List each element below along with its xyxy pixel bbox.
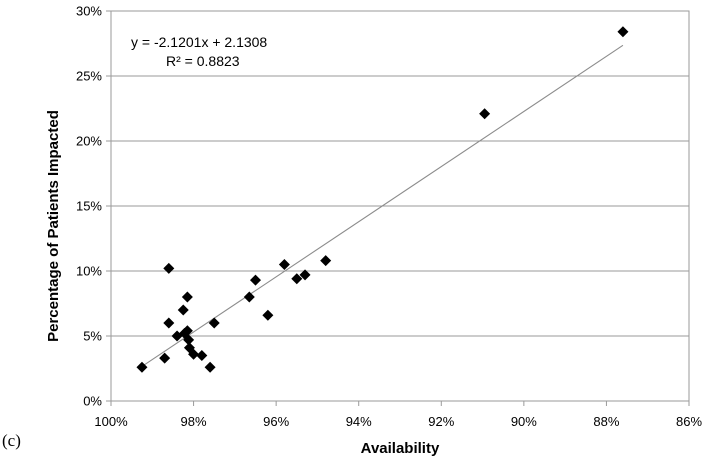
panel-label: (c) xyxy=(2,431,21,450)
grid-lines xyxy=(111,75,689,337)
data-point xyxy=(262,309,274,321)
data-point xyxy=(479,108,491,120)
data-point xyxy=(617,26,629,38)
data-point xyxy=(320,255,332,267)
y-tick-label: 10% xyxy=(76,264,102,279)
data-points xyxy=(136,26,629,373)
x-tick-label: 98% xyxy=(181,414,207,429)
data-point xyxy=(243,291,255,303)
trendline-group xyxy=(143,44,624,366)
data-point xyxy=(177,304,189,316)
data-point xyxy=(278,259,290,270)
data-point xyxy=(188,348,200,360)
x-tick-label: 92% xyxy=(428,414,454,429)
y-axis-title: Percentage of Patients Impacted xyxy=(45,110,62,342)
data-point xyxy=(136,361,148,373)
data-point xyxy=(250,274,261,286)
x-axis: 100% 98% 96% 94% 92% 90% 88% 86% xyxy=(94,401,702,429)
x-axis-title: Availability xyxy=(361,440,440,457)
data-point xyxy=(204,361,216,373)
y-tick-label: 5% xyxy=(83,329,102,344)
y-tick-label: 0% xyxy=(83,394,102,409)
y-tick-label: 20% xyxy=(76,134,102,149)
y-tick-label: 15% xyxy=(76,199,102,214)
x-tick-label: 88% xyxy=(593,414,619,429)
x-tick-label: 96% xyxy=(263,414,289,429)
data-point xyxy=(181,291,193,303)
x-tick-label: 100% xyxy=(94,414,128,429)
data-point xyxy=(181,325,193,337)
data-point xyxy=(159,352,171,364)
y-tick-label: 30% xyxy=(76,4,102,19)
x-tick-label: 90% xyxy=(511,414,537,429)
y-tick-label: 25% xyxy=(76,69,102,84)
trendline xyxy=(143,44,624,366)
data-point xyxy=(196,350,208,361)
y-axis: 0% 5% 10% 15% 20% 25% 30% xyxy=(76,4,111,409)
equation-annotation: y = -2.1201x + 2.1308 xyxy=(131,34,267,50)
r-squared-annotation: R² = 0.8823 xyxy=(166,53,240,69)
x-tick-label: 94% xyxy=(346,414,372,429)
data-point xyxy=(183,334,195,346)
data-point xyxy=(291,273,303,285)
data-point xyxy=(208,317,220,329)
data-point xyxy=(299,269,311,281)
x-tick-label: 86% xyxy=(676,414,702,429)
data-point xyxy=(163,317,175,329)
data-point xyxy=(163,262,175,274)
